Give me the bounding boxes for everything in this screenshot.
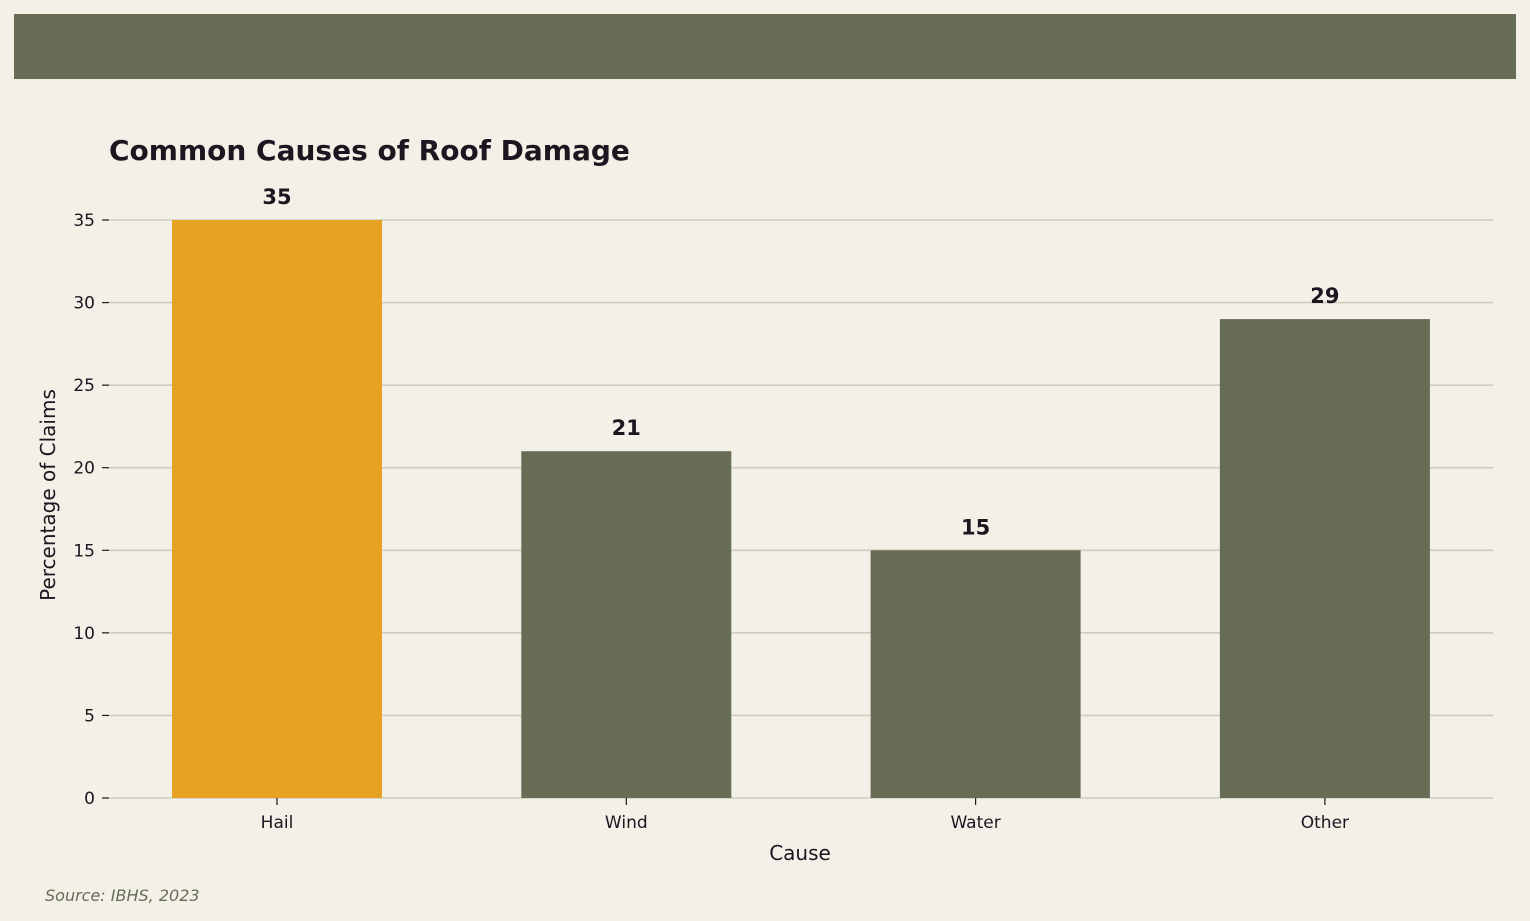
- x-axis: Hail Wind Water Other: [261, 798, 1349, 833]
- y-tick-label: 30: [73, 294, 95, 314]
- y-tick-label: 10: [73, 624, 95, 644]
- x-tick-label-hail: Hail: [261, 813, 294, 833]
- y-tick-label: 20: [73, 459, 95, 479]
- y-tick-label: 0: [84, 789, 95, 809]
- x-tick-label-wind: Wind: [605, 813, 648, 833]
- chart-title: Common Causes of Roof Damage: [109, 134, 630, 167]
- x-tick-label-other: Other: [1301, 813, 1349, 833]
- value-label-wind: 21: [612, 416, 641, 440]
- y-tick-label: 5: [84, 706, 95, 726]
- bar-hail: [172, 220, 382, 798]
- value-label-other: 29: [1310, 284, 1339, 308]
- y-axis: 0 5 10 15 20 25 30 35: [73, 211, 109, 809]
- y-tick-label: 25: [73, 376, 95, 396]
- value-label-hail: 35: [262, 185, 291, 209]
- bar-wind: [521, 451, 732, 798]
- bars: [172, 220, 1430, 798]
- x-tick-label-water: Water: [950, 813, 1000, 833]
- y-tick-label: 15: [73, 541, 95, 561]
- value-labels: 35 21 15 29: [262, 185, 1339, 539]
- bar-water: [870, 550, 1081, 798]
- y-axis-label: Percentage of Claims: [36, 389, 60, 601]
- value-label-water: 15: [961, 515, 990, 539]
- bar-other: [1219, 319, 1430, 798]
- y-tick-label: 35: [73, 211, 95, 231]
- x-axis-label: Cause: [769, 841, 831, 865]
- header-band: [14, 14, 1516, 79]
- source-note: Source: IBHS, 2023: [45, 886, 200, 905]
